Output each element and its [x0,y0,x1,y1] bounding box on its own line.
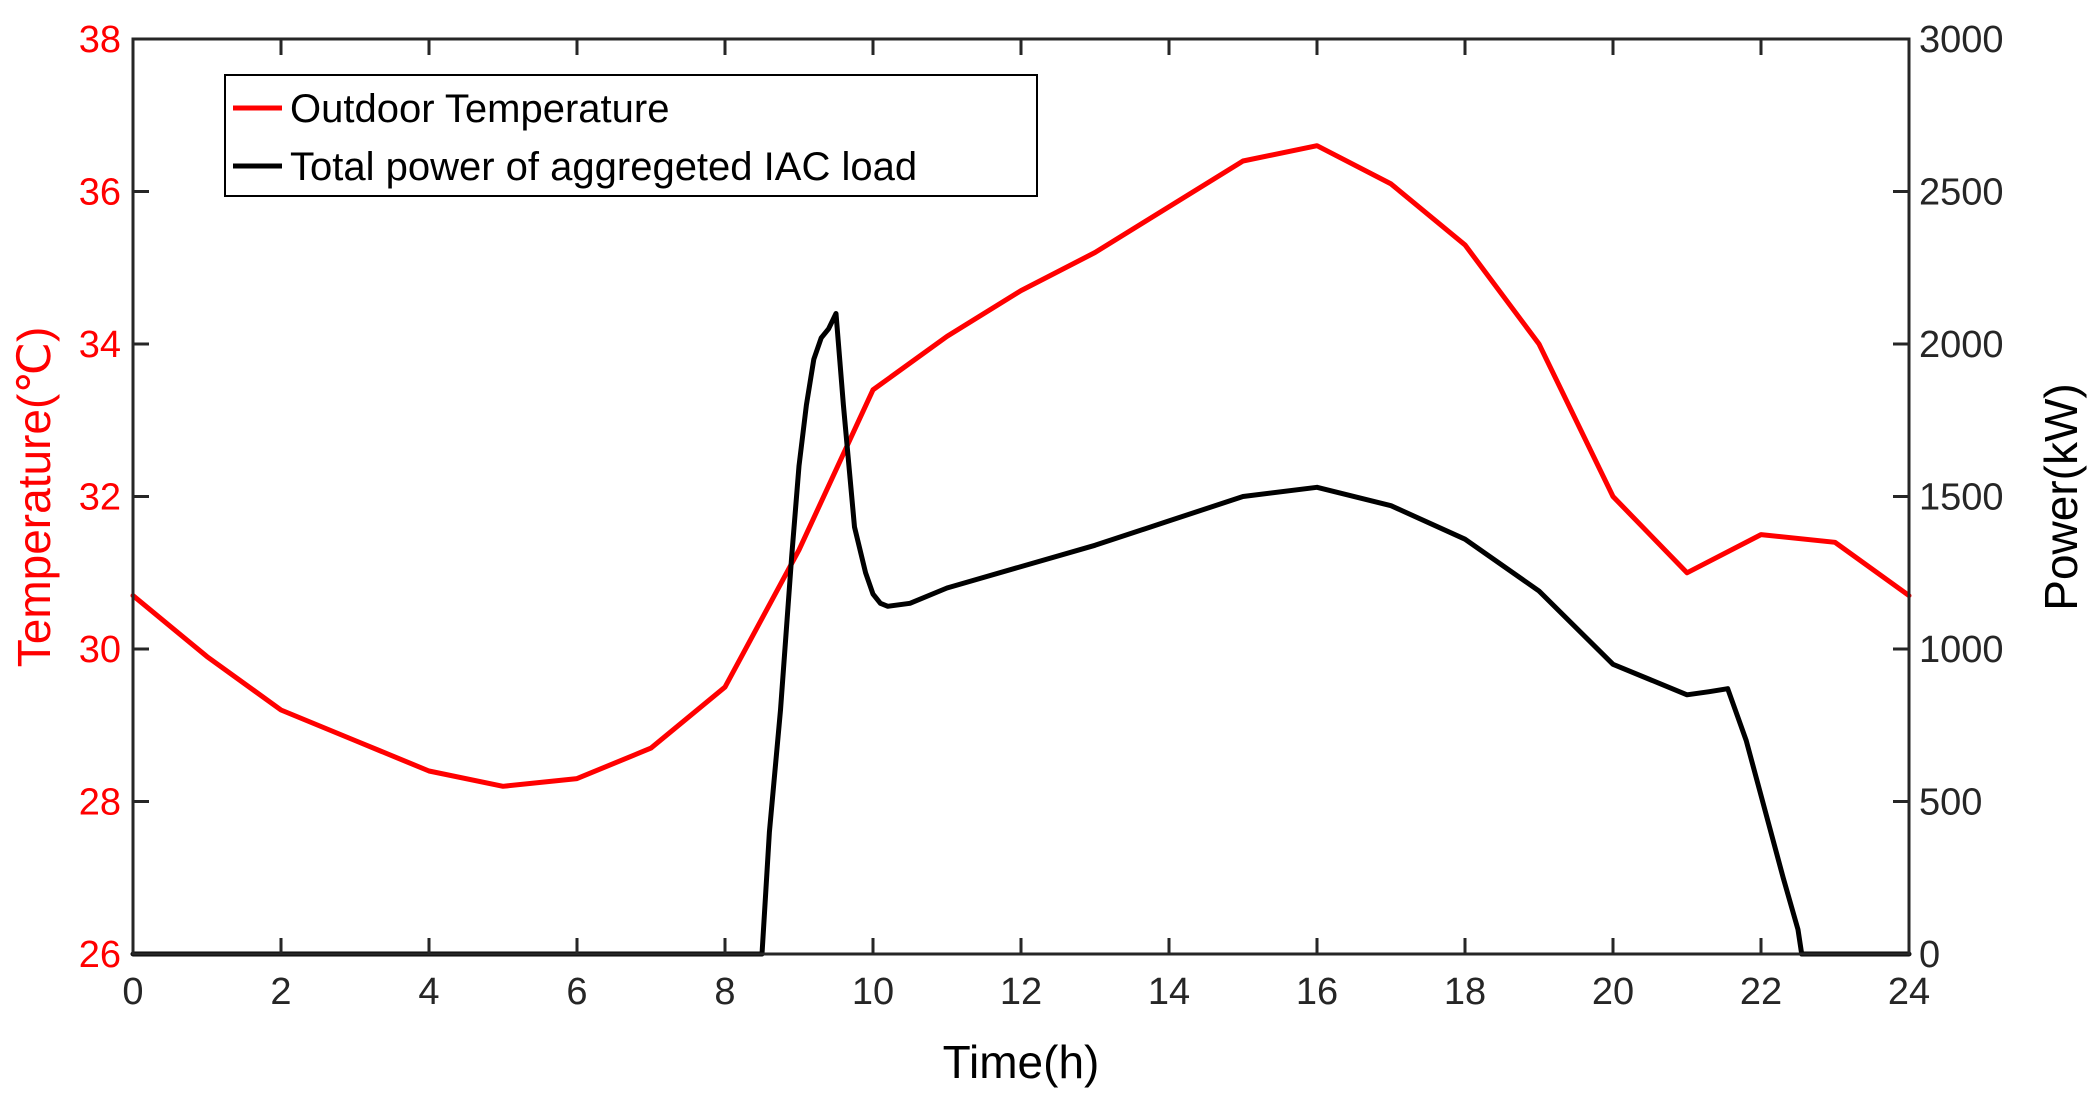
y-left-tick-label: 32 [79,477,121,519]
y-left-tick-label: 36 [79,172,121,214]
axes: 0 2 4 6 8 10 12 14 16 18 20 22 242628303234363805001… [79,19,2004,1013]
y-left-tick-label: 38 [79,19,121,61]
x-tick-label: 22 [1740,971,1782,1013]
y-right-tick-label: 0 [1919,934,1940,976]
y-left-tick-label: 30 [79,629,121,671]
plot-lines [130,143,1912,957]
x-axis-label: Time(h) [943,1036,1100,1088]
y-right-tick-label: 500 [1919,782,1982,824]
x-tick-label: 24 [1888,971,1930,1013]
x-tick-label: 12 [1000,971,1042,1013]
x-tick-label: 6 [566,971,587,1013]
x-tick-label: 14 [1148,971,1190,1013]
series-line-0 [130,143,1912,789]
legend-label-power: Total power of aggregeted IAC load [290,145,917,189]
axis-titles: Time(h) Temperature(℃) Power(kW) [8,327,2087,1088]
x-tick-label: 16 [1296,971,1338,1013]
x-tick-label: 8 [714,971,735,1013]
y-right-tick-label: 1000 [1919,629,2004,671]
y-axis-label-right: Power(kW) [2035,383,2087,610]
x-tick-label: 0 [122,971,143,1013]
legend: Outdoor Temperature Total power of aggre… [224,74,1038,197]
y-right-tick-label: 2000 [1919,324,2004,366]
y-right-tick-label: 3000 [1919,19,2004,61]
y-right-tick-label: 2500 [1919,172,2004,214]
x-tick-label: 4 [418,971,439,1013]
y-right-tick-label: 1500 [1919,477,2004,519]
y-axis-label-left: Temperature(℃) [8,327,60,668]
legend-label-temperature: Outdoor Temperature [290,87,669,131]
x-tick-label: 10 [852,971,894,1013]
series-line-1 [130,311,1912,957]
x-tick-label: 2 [270,971,291,1013]
y-left-tick-label: 26 [79,934,121,976]
y-left-tick-label: 28 [79,782,121,824]
y-left-tick-label: 34 [79,324,121,366]
x-tick-label: 20 [1592,971,1634,1013]
x-tick-label: 18 [1444,971,1486,1013]
legend-box [224,74,1038,197]
